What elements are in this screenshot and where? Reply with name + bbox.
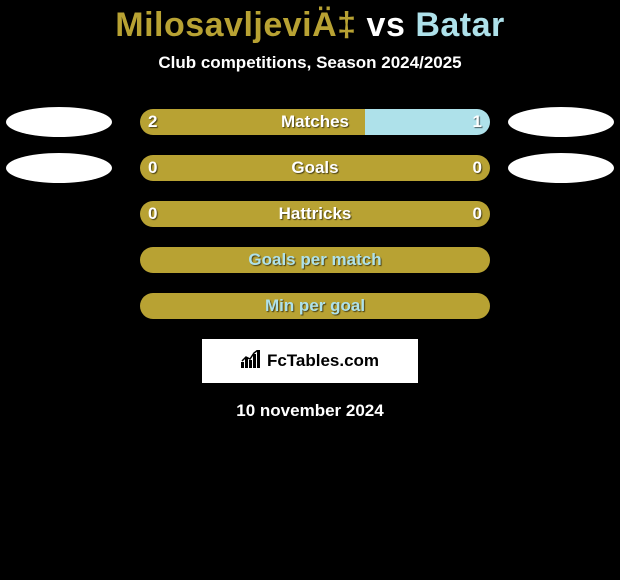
logo: FcTables.com <box>241 350 379 373</box>
stat-label: Matches <box>140 109 490 135</box>
logo-box: FcTables.com <box>202 339 418 383</box>
stat-value-right: 0 <box>473 155 482 181</box>
stat-row: Matches2 1 <box>0 109 620 135</box>
stat-value-left: 0 <box>148 155 157 181</box>
comparison-infographic: MilosavljeviÄ‡ vs Batar Club competition… <box>0 6 620 421</box>
player-avatar-right <box>508 153 614 183</box>
stat-row: Min per goal <box>0 293 620 319</box>
logo-text: FcTables.com <box>267 351 379 371</box>
bars-icon <box>241 350 263 373</box>
stat-label: Min per goal <box>140 293 490 319</box>
player-avatar-right <box>508 107 614 137</box>
stat-value-right: 1 <box>473 109 482 135</box>
stat-row: Goals per match <box>0 247 620 273</box>
stat-label: Hattricks <box>140 201 490 227</box>
title-vs: vs <box>357 6 416 44</box>
title-player1: MilosavljeviÄ‡ <box>115 6 356 44</box>
stat-row: Goals0 0 <box>0 155 620 181</box>
comparison-rows: Matches21Goals00Hattricks00Goals per mat… <box>0 109 620 319</box>
stat-value-right: 0 <box>473 201 482 227</box>
stat-value-left: 2 <box>148 109 157 135</box>
stat-label: Goals per match <box>140 247 490 273</box>
stat-value-left: 0 <box>148 201 157 227</box>
stat-row: Hattricks0 0 <box>0 201 620 227</box>
subtitle: Club competitions, Season 2024/2025 <box>0 53 620 73</box>
player-avatar-left <box>6 107 112 137</box>
page-title: MilosavljeviÄ‡ vs Batar <box>0 6 620 45</box>
player-avatar-left <box>6 153 112 183</box>
stat-label: Goals <box>140 155 490 181</box>
date: 10 november 2024 <box>0 401 620 421</box>
title-player2: Batar <box>415 6 504 44</box>
